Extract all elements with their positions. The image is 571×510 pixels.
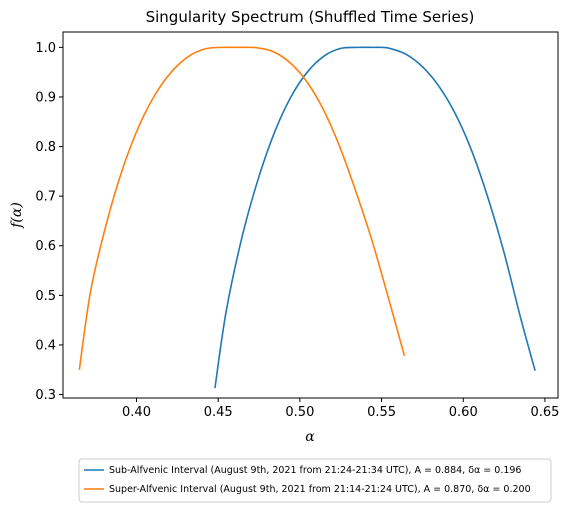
legend: Sub-Alfvenic Interval (August 9th, 2021 … xyxy=(78,458,552,503)
legend-box xyxy=(78,458,552,503)
x-tick-label: 0.45 xyxy=(204,405,233,420)
y-tick-label: 0.5 xyxy=(35,289,56,304)
plot-area xyxy=(63,32,558,398)
series-line-sub-alfvenic xyxy=(214,46,536,389)
series-layer xyxy=(78,46,536,389)
y-tick-label: 1.0 xyxy=(35,41,56,56)
y-tick-label: 0.4 xyxy=(35,338,56,353)
y-tick-label: 0.9 xyxy=(35,90,56,105)
y-axis-ticks: 0.3 0.4 0.5 0.6 0.7 0.8 0.9 1.0 xyxy=(35,41,63,403)
chart-title: Singularity Spectrum (Shuffled Time Seri… xyxy=(146,8,475,26)
x-axis-ticks: 0.40 0.45 0.50 0.55 0.60 0.65 xyxy=(122,398,559,420)
y-axis-label: f(α) xyxy=(9,202,25,229)
x-tick-label: 0.55 xyxy=(367,405,396,420)
y-tick-label: 0.7 xyxy=(35,190,56,205)
x-tick-label: 0.50 xyxy=(285,405,314,420)
y-tick-label: 0.6 xyxy=(35,239,56,254)
legend-label-sub-alfvenic: Sub-Alfvenic Interval (August 9th, 2021 … xyxy=(109,465,521,476)
x-tick-label: 0.40 xyxy=(122,405,151,420)
legend-label-super-alfvenic: Super-Alfvenic Interval (August 9th, 202… xyxy=(109,484,531,495)
x-tick-label: 0.60 xyxy=(449,405,478,420)
y-tick-label: 0.8 xyxy=(35,140,56,155)
plot-frame xyxy=(62,31,559,399)
y-tick-label: 0.3 xyxy=(35,388,56,403)
x-tick-label: 0.65 xyxy=(530,405,559,420)
series-line-super-alfvenic xyxy=(78,46,406,370)
x-axis-label: α xyxy=(305,429,315,445)
